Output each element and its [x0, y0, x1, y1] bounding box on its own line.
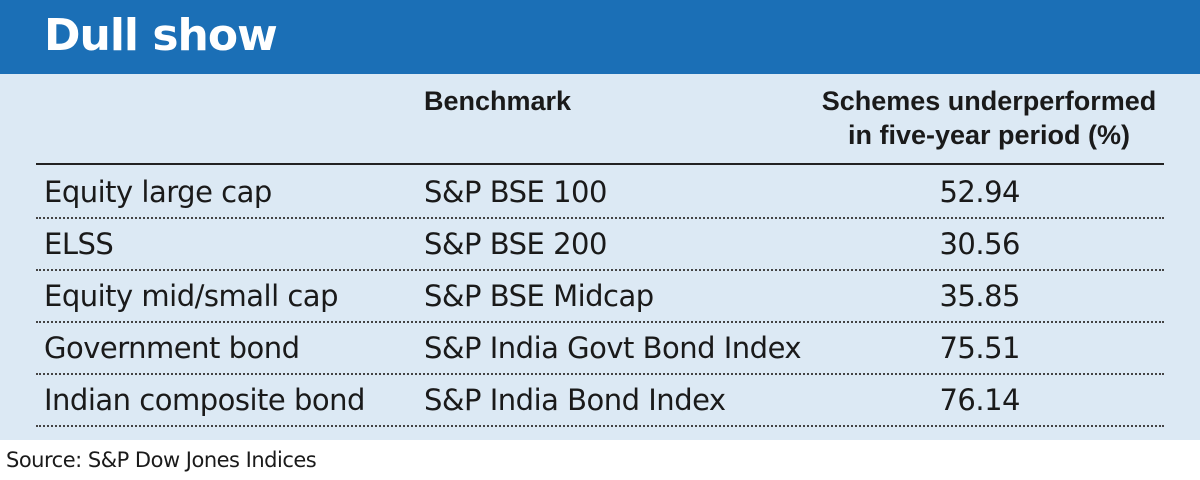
- row-value: 76.14: [939, 383, 1020, 417]
- row-divider: [36, 321, 1164, 323]
- source-note: Source: S&P Dow Jones Indices: [6, 448, 317, 472]
- row-benchmark: S&P BSE 200: [424, 227, 607, 261]
- table-row: ELSS S&P BSE 200 30.56: [0, 218, 1200, 270]
- column-header-schemes-line2: in five-year period (%): [847, 120, 1131, 150]
- row-divider: [36, 269, 1164, 271]
- row-divider: [36, 373, 1164, 375]
- table-row: Equity mid/small cap S&P BSE Midcap 35.85: [0, 270, 1200, 322]
- row-category: Indian composite bond: [44, 383, 365, 417]
- row-category: ELSS: [44, 227, 114, 261]
- row-value: 75.51: [939, 331, 1020, 365]
- row-value: 52.94: [939, 175, 1020, 209]
- row-benchmark: S&P India Govt Bond Index: [424, 331, 802, 365]
- table-panel: [0, 74, 1200, 440]
- row-category: Equity large cap: [44, 175, 272, 209]
- table-row: Government bond S&P India Govt Bond Index…: [0, 322, 1200, 374]
- header-rule: [36, 163, 1164, 165]
- row-benchmark: S&P India Bond Index: [424, 383, 726, 417]
- column-header-benchmark: Benchmark: [424, 86, 572, 116]
- column-header-schemes: Schemes underperformed in five-year peri…: [800, 84, 1178, 152]
- row-value: 30.56: [939, 227, 1020, 261]
- row-value: 35.85: [939, 279, 1020, 313]
- table-row: Indian composite bond S&P India Bond Inde…: [0, 374, 1200, 426]
- chart-title: Dull show: [44, 10, 278, 61]
- column-header-schemes-line1: Schemes underperformed: [821, 86, 1157, 116]
- row-category: Government bond: [44, 331, 300, 365]
- row-divider: [36, 217, 1164, 219]
- table-row: Equity large cap S&P BSE 100 52.94: [0, 166, 1200, 218]
- row-benchmark: S&P BSE Midcap: [424, 279, 654, 313]
- row-divider: [36, 425, 1164, 427]
- row-category: Equity mid/small cap: [44, 279, 339, 313]
- title-bar: Dull show: [0, 0, 1200, 74]
- row-benchmark: S&P BSE 100: [424, 175, 607, 209]
